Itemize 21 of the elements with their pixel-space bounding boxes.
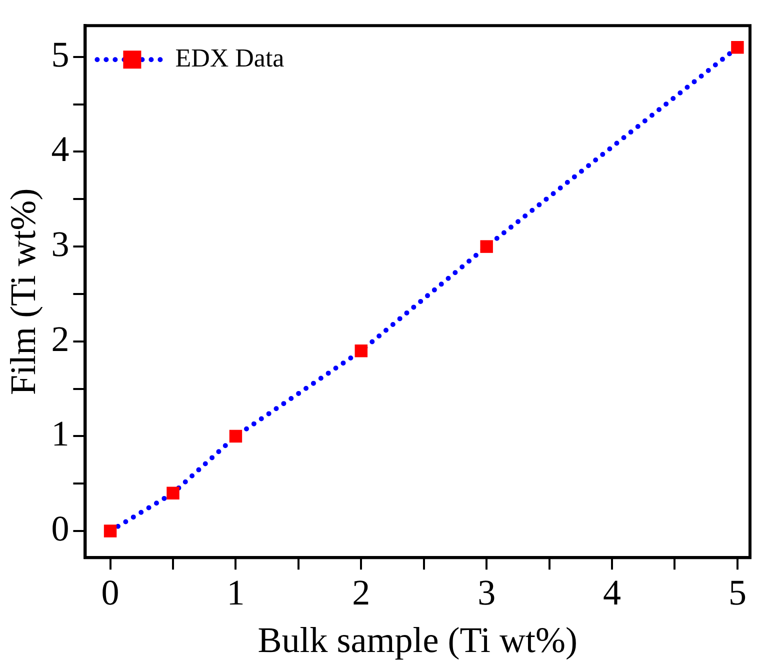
x-tick-label: 0	[101, 572, 120, 613]
y-tick-label: 5	[51, 34, 70, 74]
legend-label: EDX Data	[175, 43, 285, 72]
y-axis-title: Film (Ti wt%)	[3, 188, 44, 395]
y-tick-label: 4	[51, 129, 70, 170]
y-tick-label: 0	[51, 508, 70, 548]
y-tick-label: 3	[51, 224, 70, 264]
point	[104, 524, 117, 538]
point	[229, 430, 242, 443]
y-tick-label: 1	[51, 414, 70, 454]
point	[731, 41, 744, 54]
x-tick-label: 4	[603, 572, 622, 613]
point	[354, 344, 368, 358]
x-tick-label: 2	[352, 572, 370, 613]
point	[480, 240, 493, 253]
y-tick-label: 2	[51, 318, 70, 359]
x-tick-label: 5	[728, 572, 746, 613]
x-tick-label: 1	[226, 572, 245, 613]
x-axis-title: Bulk sample (Ti wt%)	[258, 620, 578, 660]
point	[166, 486, 180, 500]
x-tick-label: 3	[478, 572, 496, 613]
